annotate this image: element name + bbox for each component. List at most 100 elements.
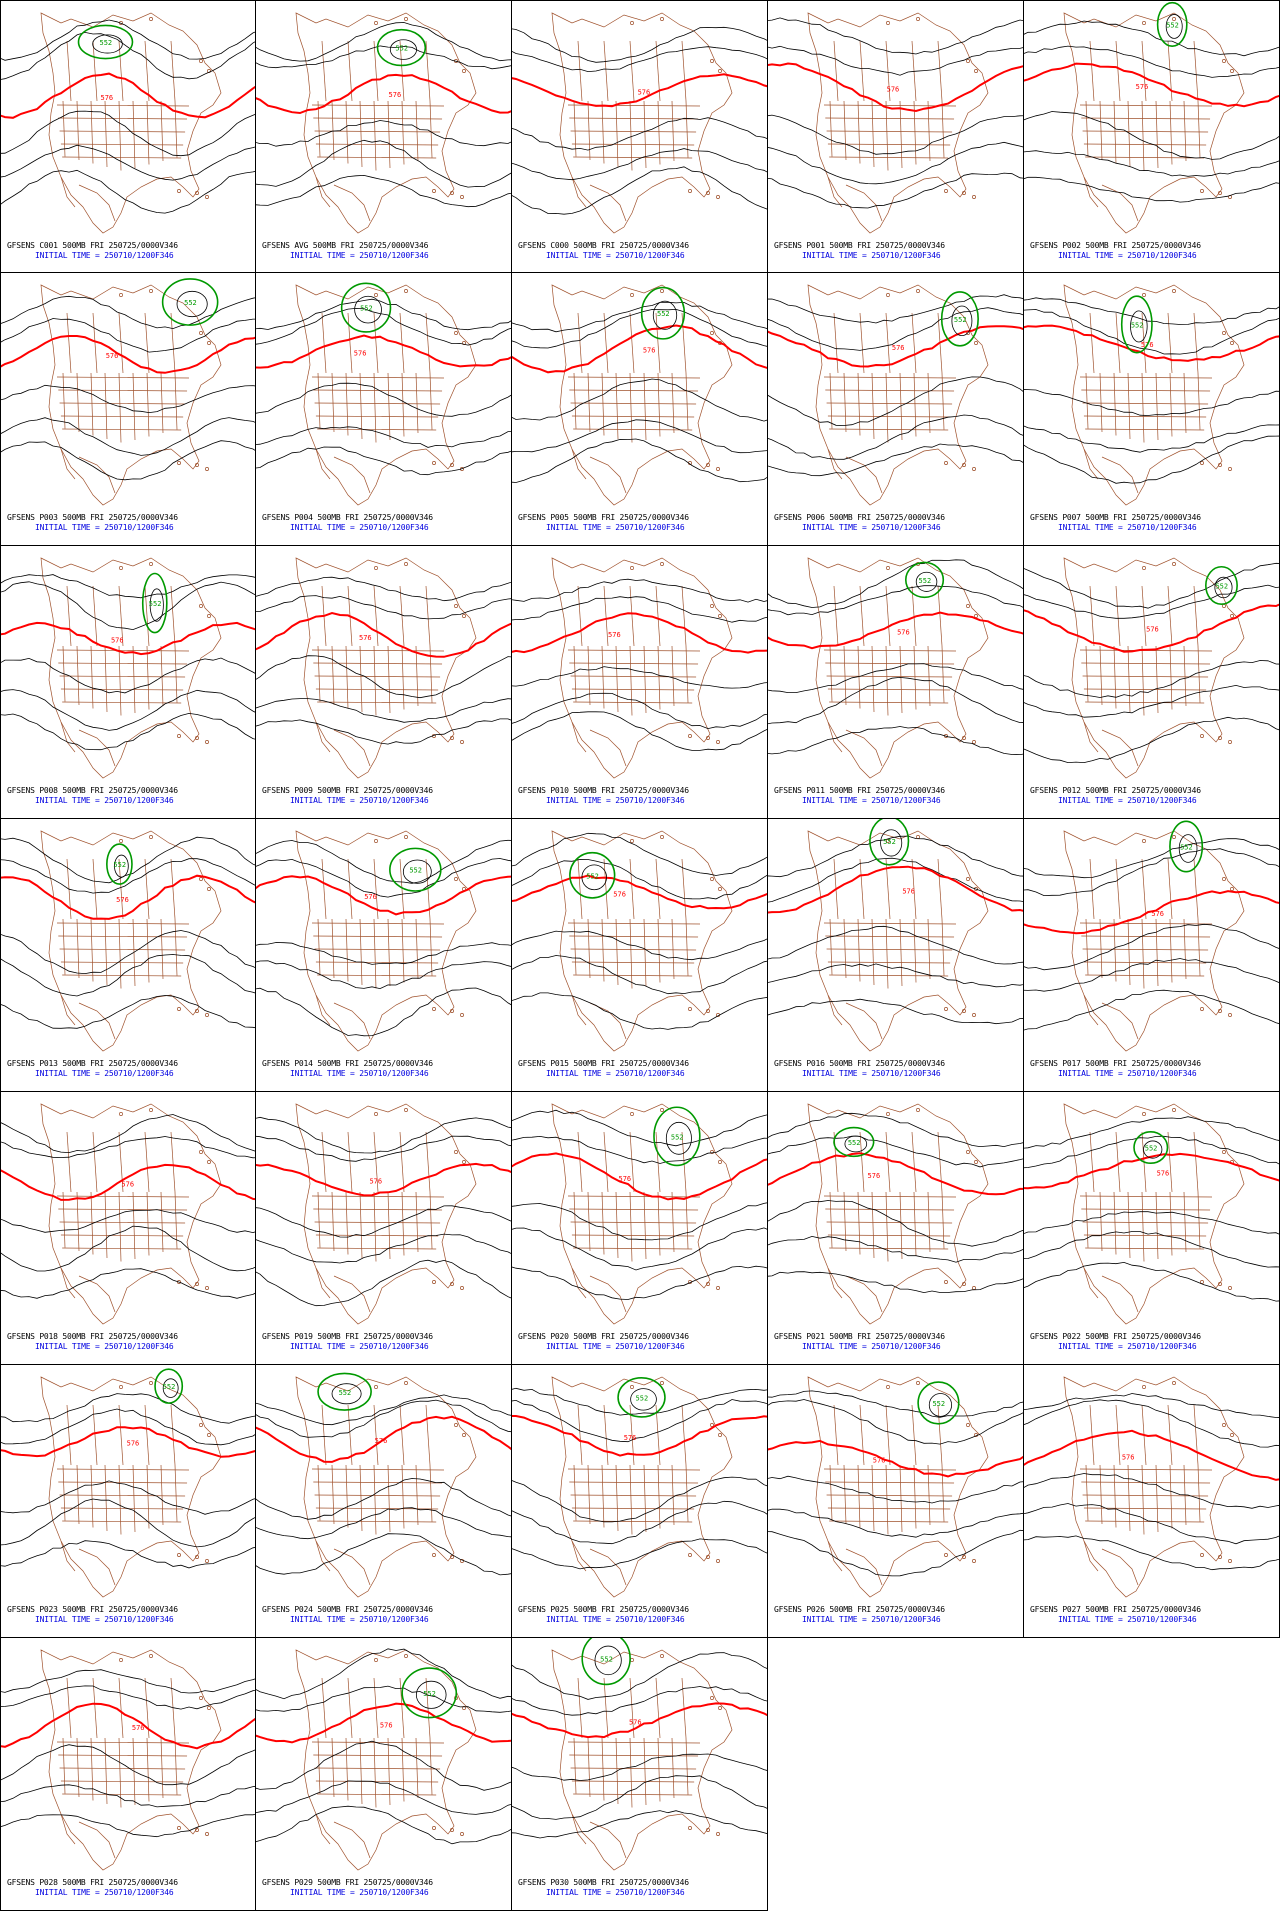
- ensemble-member-panel: 576 552 GFSENS P021 500MB FRI 250725/0000V…: [768, 1092, 1024, 1365]
- height-contour-map: 576 552: [1, 830, 255, 1052]
- height-contour-map: 576 552: [256, 1648, 511, 1871]
- ensemble-member-panel: 576 552 GFSENS P029 500MB FRI 250725/0000V…: [256, 1638, 512, 1911]
- contour-label-552: 552: [636, 1394, 649, 1402]
- panel-title: GFSENS P021 500MB FRI 250725/0000V346: [774, 1332, 945, 1341]
- panel-title: GFSENS P015 500MB FRI 250725/0000V346: [518, 1059, 689, 1068]
- ensemble-member-panel: 576 552 GFSENS P003 500MB FRI 250725/0000V…: [0, 273, 256, 546]
- panel-title: GFSENS P022 500MB FRI 250725/0000V346: [1030, 1332, 1201, 1341]
- height-contour-map: 576 552: [768, 1103, 1023, 1325]
- contour-label-576: 576: [380, 1721, 393, 1729]
- ensemble-member-panel: 576 552 GFSENS P023 500MB FRI 250725/0000V…: [0, 1365, 256, 1638]
- panel-initial-time: INITIAL TIME = 250710/1200F346: [1058, 523, 1197, 532]
- ensemble-member-panel: 576 552 GFSENS P011 500MB FRI 250725/0000V…: [768, 546, 1024, 819]
- ensemble-member-panel: 576 552 GFSENS P025 500MB FRI 250725/0000V…: [512, 1365, 768, 1638]
- contour-label-576: 576: [624, 1434, 637, 1442]
- height-contour-map: 576 552: [256, 282, 511, 506]
- panel-initial-time: INITIAL TIME = 250710/1200F346: [802, 1342, 941, 1351]
- panel-initial-time: INITIAL TIME = 250710/1200F346: [35, 1615, 174, 1624]
- panel-initial-time: INITIAL TIME = 250710/1200F346: [290, 1615, 429, 1624]
- panel-initial-time: INITIAL TIME = 250710/1200F346: [1058, 251, 1197, 260]
- contour-label-576: 576: [121, 1180, 134, 1188]
- contour-label-576: 576: [1136, 83, 1149, 91]
- contour-label-552: 552: [395, 45, 408, 53]
- contour-label-552: 552: [409, 867, 422, 875]
- contour-label-552: 552: [657, 310, 670, 318]
- contour-label-576: 576: [132, 1724, 145, 1732]
- height-contour-map: 576: [512, 557, 767, 779]
- height-contour-map: 576 552: [512, 1376, 767, 1598]
- height-contour-map: 576 552: [768, 1376, 1023, 1598]
- contour-label-552: 552: [919, 577, 932, 585]
- panel-initial-time: INITIAL TIME = 250710/1200F346: [290, 796, 429, 805]
- panel-title: GFSENS P012 500MB FRI 250725/0000V346: [1030, 786, 1201, 795]
- ensemble-member-panel: 576 552 GFSENS P004 500MB FRI 250725/0000V…: [256, 273, 512, 546]
- contour-label-576: 576: [127, 1440, 140, 1448]
- contour-label-552: 552: [1166, 21, 1179, 29]
- contour-label-552: 552: [586, 872, 599, 880]
- height-contour-map: 576 552: [1, 12, 255, 234]
- panel-initial-time: INITIAL TIME = 250710/1200F346: [802, 251, 941, 260]
- panel-initial-time: INITIAL TIME = 250710/1200F346: [546, 1615, 685, 1624]
- panel-initial-time: INITIAL TIME = 250710/1200F346: [546, 1069, 685, 1078]
- height-contour-map: 576 552: [512, 1103, 767, 1325]
- ensemble-member-panel: 576 GFSENS P027 500MB FRI 250725/0000V346…: [1024, 1365, 1280, 1638]
- height-contour-map: 576 552: [256, 830, 511, 1052]
- contour-label-552: 552: [149, 600, 162, 608]
- panel-title: GFSENS P003 500MB FRI 250725/0000V346: [7, 513, 178, 522]
- panel-initial-time: INITIAL TIME = 250710/1200F346: [546, 1342, 685, 1351]
- panel-initial-time: INITIAL TIME = 250710/1200F346: [546, 251, 685, 260]
- contour-label-552: 552: [600, 1655, 613, 1663]
- ensemble-member-panel: 576 552 GFSENS P006 500MB FRI 250725/0000V…: [768, 273, 1024, 546]
- panel-initial-time: INITIAL TIME = 250710/1200F346: [802, 796, 941, 805]
- ensemble-member-panel: 576 552 GFSENS P026 500MB FRI 250725/0000V…: [768, 1365, 1024, 1638]
- height-contour-map: 576: [1024, 1376, 1279, 1598]
- contour-label-576: 576: [887, 86, 900, 94]
- contour-label-576: 576: [873, 1456, 886, 1464]
- panel-initial-time: INITIAL TIME = 250710/1200F346: [802, 1615, 941, 1624]
- ensemble-member-panel: 576 GFSENS P001 500MB FRI 250725/0000V346…: [768, 0, 1024, 273]
- panel-title: GFSENS P019 500MB FRI 250725/0000V346: [262, 1332, 433, 1341]
- contour-label-552: 552: [1215, 582, 1228, 590]
- panel-initial-time: INITIAL TIME = 250710/1200F346: [1058, 1615, 1197, 1624]
- panel-title: GFSENS P011 500MB FRI 250725/0000V346: [774, 786, 945, 795]
- ensemble-member-panel: 576 552 GFSENS P013 500MB FRI 250725/0000V…: [0, 819, 256, 1092]
- ensemble-member-panel: 576 GFSENS P019 500MB FRI 250725/0000V346…: [256, 1092, 512, 1365]
- panel-initial-time: INITIAL TIME = 250710/1200F346: [802, 523, 941, 532]
- panel-initial-time: INITIAL TIME = 250710/1200F346: [290, 1069, 429, 1078]
- ensemble-member-panel: 576 552 GFSENS AVG 500MB FRI 250725/0000V3…: [256, 0, 512, 273]
- panel-initial-time: INITIAL TIME = 250710/1200F346: [546, 1888, 685, 1897]
- contour-label-576: 576: [116, 896, 129, 904]
- panel-initial-time: INITIAL TIME = 250710/1200F346: [546, 796, 685, 805]
- contour-label-576: 576: [1122, 1454, 1135, 1462]
- panel-title: GFSENS C001 500MB FRI 250725/0000V346: [7, 241, 178, 250]
- panel-initial-time: INITIAL TIME = 250710/1200F346: [1058, 1069, 1197, 1078]
- contour-label-576: 576: [111, 637, 124, 645]
- height-contour-map: 576: [768, 12, 1023, 234]
- panel-title: GFSENS P030 500MB FRI 250725/0000V346: [518, 1878, 689, 1887]
- height-contour-map: 576 552: [1024, 557, 1279, 779]
- panel-title: GFSENS AVG 500MB FRI 250725/0000V346: [262, 241, 429, 250]
- contour-label-552: 552: [339, 1389, 352, 1397]
- contour-label-576: 576: [638, 88, 651, 96]
- ensemble-member-panel: 576 GFSENS C000 500MB FRI 250725/0000V346…: [512, 0, 768, 273]
- panel-initial-time: INITIAL TIME = 250710/1200F346: [290, 1888, 429, 1897]
- contour-label-576: 576: [389, 91, 402, 99]
- ensemble-member-panel: 576 GFSENS P018 500MB FRI 250725/0000V346…: [0, 1092, 256, 1365]
- height-contour-map: 576 552: [768, 284, 1023, 506]
- contour-label-576: 576: [1157, 1169, 1170, 1177]
- contour-label-576: 576: [369, 1178, 382, 1186]
- height-contour-map: 576 552: [1024, 1103, 1279, 1325]
- contour-label-552: 552: [1145, 1145, 1158, 1153]
- panel-title: GFSENS P018 500MB FRI 250725/0000V346: [7, 1332, 178, 1341]
- ensemble-member-panel: 576 552 GFSENS P024 500MB FRI 250725/0000V…: [256, 1365, 512, 1638]
- panel-initial-time: INITIAL TIME = 250710/1200F346: [1058, 1342, 1197, 1351]
- panel-title: GFSENS P025 500MB FRI 250725/0000V346: [518, 1605, 689, 1614]
- ensemble-member-panel: 576 552 GFSENS P017 500MB FRI 250725/0000V…: [1024, 819, 1280, 1092]
- contour-label-576: 576: [1146, 626, 1159, 634]
- contour-label-576: 576: [643, 347, 656, 355]
- ensemble-member-panel: 576 GFSENS P010 500MB FRI 250725/0000V346…: [512, 546, 768, 819]
- ensemble-member-panel: 576 552 GFSENS P020 500MB FRI 250725/0000V…: [512, 1092, 768, 1365]
- panel-initial-time: INITIAL TIME = 250710/1200F346: [290, 1342, 429, 1351]
- contour-label-552: 552: [163, 1383, 176, 1391]
